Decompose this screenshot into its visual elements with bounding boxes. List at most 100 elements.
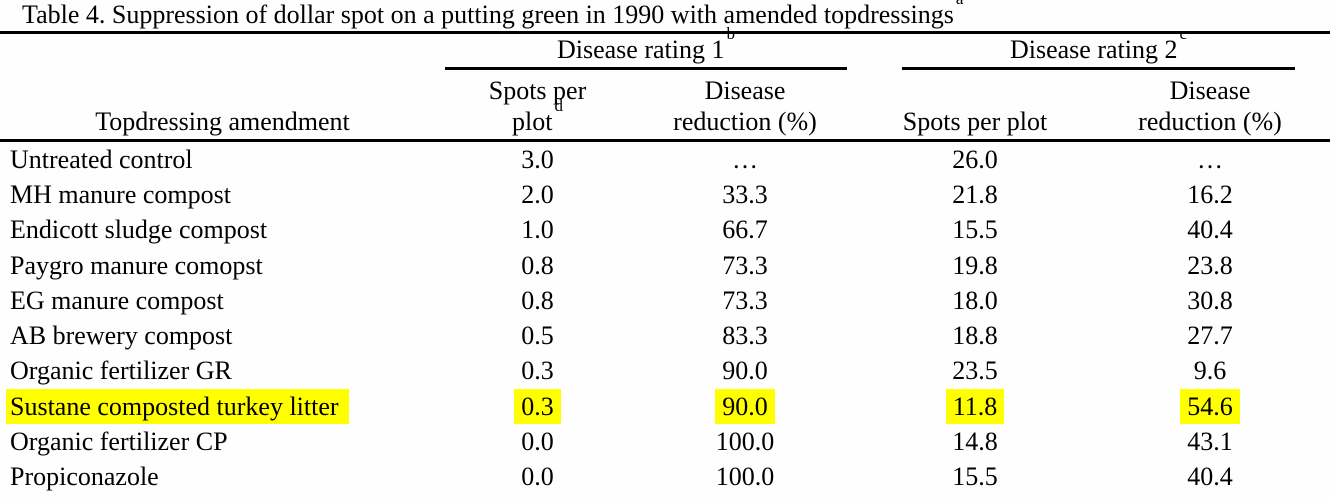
group-label: Disease rating 2c (902, 25, 1295, 66)
amendment-cell: Paygro manure comopst (0, 251, 445, 281)
spots2-value: 14.8 (952, 427, 998, 457)
table-row: Organic fertilizer GR 0.3 90.0 23.5 9.6 (0, 354, 1330, 389)
amendment-value: Paygro manure comopst (10, 250, 263, 280)
disease-reduction-2-cell: 9.6 (1090, 356, 1330, 386)
spots1-value: 0.0 (521, 462, 554, 492)
spots2-value: 19.8 (952, 250, 998, 280)
group-footnote-mark: c (1179, 24, 1188, 44)
header-line: Disease (1169, 76, 1251, 105)
disease-reduction-1-cell: 73.3 (630, 251, 860, 281)
header-line: reduction (%) (1138, 107, 1282, 136)
disease-reduction-2-cell: 43.1 (1090, 427, 1330, 457)
disease-reduction-2-cell: 30.8 (1090, 286, 1330, 316)
spots1-value: 0.3 (521, 356, 554, 386)
amendment-value: MH manure compost (10, 179, 231, 209)
reduction2-value: 9.6 (1193, 356, 1227, 386)
spots-per-plot-2-cell: 15.5 (860, 462, 1090, 492)
spots1-value: 0.0 (521, 427, 554, 457)
spots1-value: 2.0 (521, 179, 554, 209)
spots-per-plot-1-cell: 0.8 (445, 251, 630, 281)
header-line: Disease (704, 76, 786, 105)
amendment-value: Sustane composted turkey litter (6, 388, 349, 424)
reduction2-value: 30.8 (1187, 285, 1233, 315)
amendment-cell: Endicott sludge compost (0, 215, 445, 245)
disease-reduction-2-cell: … (1090, 145, 1330, 175)
disease-reduction-2-cell: 54.6 (1090, 388, 1330, 424)
spots-per-plot-1-cell: 0.8 (445, 286, 630, 316)
header-disease-reduction-1: Disease reduction (%) (630, 75, 860, 139)
reduction1-value: 90.0 (722, 356, 768, 386)
column-header-row: Topdressing amendment Spots per plotd Di… (0, 70, 1330, 142)
spots-per-plot-2-cell: 26.0 (860, 145, 1090, 175)
group-label-text: Disease rating 2 (1009, 35, 1178, 64)
spots-per-plot-2-cell: 14.8 (860, 427, 1090, 457)
spots-per-plot-2-cell: 11.8 (860, 388, 1090, 424)
amendment-cell: EG manure compost (0, 286, 445, 316)
title-footnote-mark: a (956, 0, 964, 8)
reduction1-value: 83.3 (722, 321, 768, 351)
amendment-cell: Organic fertilizer GR (0, 356, 445, 386)
amendment-value: Propiconazole (10, 462, 159, 492)
disease-reduction-1-cell: … (630, 145, 860, 175)
amendment-value: Endicott sludge compost (10, 215, 268, 245)
amendment-value: Untreated control (10, 144, 193, 174)
group-underline (902, 67, 1295, 70)
header-disease-reduction-2: Disease reduction (%) (1090, 75, 1330, 139)
spots1-value: 0.8 (521, 250, 554, 280)
table-row: AB brewery compost 0.5 83.3 18.8 27.7 (0, 318, 1330, 353)
table-row: Organic fertilizer CP 0.0 100.0 14.8 43.… (0, 424, 1330, 459)
disease-reduction-1-cell: 90.0 (630, 356, 860, 386)
spots2-value: 15.5 (952, 215, 998, 245)
spots2-value: 15.5 (952, 462, 998, 492)
spots-per-plot-1-cell: 3.0 (445, 145, 630, 175)
group-header-spacer (0, 34, 445, 70)
table-row: Propiconazole 0.0 100.0 15.5 40.4 (0, 460, 1330, 495)
amendment-value: Organic fertilizer CP (10, 427, 228, 457)
disease-reduction-1-cell: 83.3 (630, 321, 860, 351)
spots2-value: 18.0 (952, 285, 998, 315)
table-title: Table 4. Suppression of dollar spot on a… (0, 0, 1330, 34)
spots-per-plot-1-cell: 0.3 (445, 388, 630, 424)
header-spots-per-plot-1: Spots per plotd (445, 75, 630, 139)
spots-per-plot-1-cell: 1.0 (445, 215, 630, 245)
table-row: Endicott sludge compost 1.0 66.7 15.5 40… (0, 213, 1330, 248)
amendment-cell: Sustane composted turkey litter (0, 388, 445, 424)
reduction1-value: 73.3 (722, 285, 768, 315)
reduction1-value: 100.0 (715, 462, 775, 492)
reduction1-value: 33.3 (722, 179, 768, 209)
table-row: Untreated control 3.0 … 26.0 … (0, 142, 1330, 177)
disease-reduction-2-cell: 40.4 (1090, 462, 1330, 492)
header-line: plotd (445, 97, 630, 137)
disease-reduction-2-cell: 16.2 (1090, 180, 1330, 210)
header-line: reduction (%) (673, 107, 817, 136)
disease-reduction-1-cell: 100.0 (630, 462, 860, 492)
spots2-value: 18.8 (952, 321, 998, 351)
spots-per-plot-1-cell: 0.0 (445, 462, 630, 492)
spots-per-plot-1-cell: 0.0 (445, 427, 630, 457)
spots1-value: 0.8 (521, 285, 554, 315)
disease-reduction-2-cell: 40.4 (1090, 215, 1330, 245)
table-row: Paygro manure comopst 0.8 73.3 19.8 23.8 (0, 248, 1330, 283)
reduction2-value: 43.1 (1187, 427, 1233, 457)
spots1-value: 0.5 (521, 321, 554, 351)
spots-per-plot-2-cell: 21.8 (860, 180, 1090, 210)
disease-reduction-2-cell: 23.8 (1090, 251, 1330, 281)
spots2-value: 26.0 (952, 144, 998, 174)
spots-per-plot-1-cell: 2.0 (445, 180, 630, 210)
group-header-disease-rating-1: Disease rating 1b (445, 25, 860, 70)
amendment-cell: MH manure compost (0, 180, 445, 210)
disease-reduction-1-cell: 73.3 (630, 286, 860, 316)
table-row: Sustane composted turkey litter 0.3 90.0… (0, 388, 1330, 424)
reduction1-value: 90.0 (715, 388, 775, 424)
header-amendment: Topdressing amendment (0, 106, 445, 139)
disease-reduction-1-cell: 33.3 (630, 180, 860, 210)
header-footnote-mark: d (554, 96, 563, 116)
header-line: Spots per plot (902, 107, 1048, 136)
amendment-cell: Propiconazole (0, 462, 445, 492)
header-line-text: plot (512, 107, 553, 136)
spots1-value: 1.0 (521, 215, 554, 245)
header-amendment-label: Topdressing amendment (95, 107, 350, 136)
spots-per-plot-2-cell: 18.0 (860, 286, 1090, 316)
spots-per-plot-2-cell: 18.8 (860, 321, 1090, 351)
